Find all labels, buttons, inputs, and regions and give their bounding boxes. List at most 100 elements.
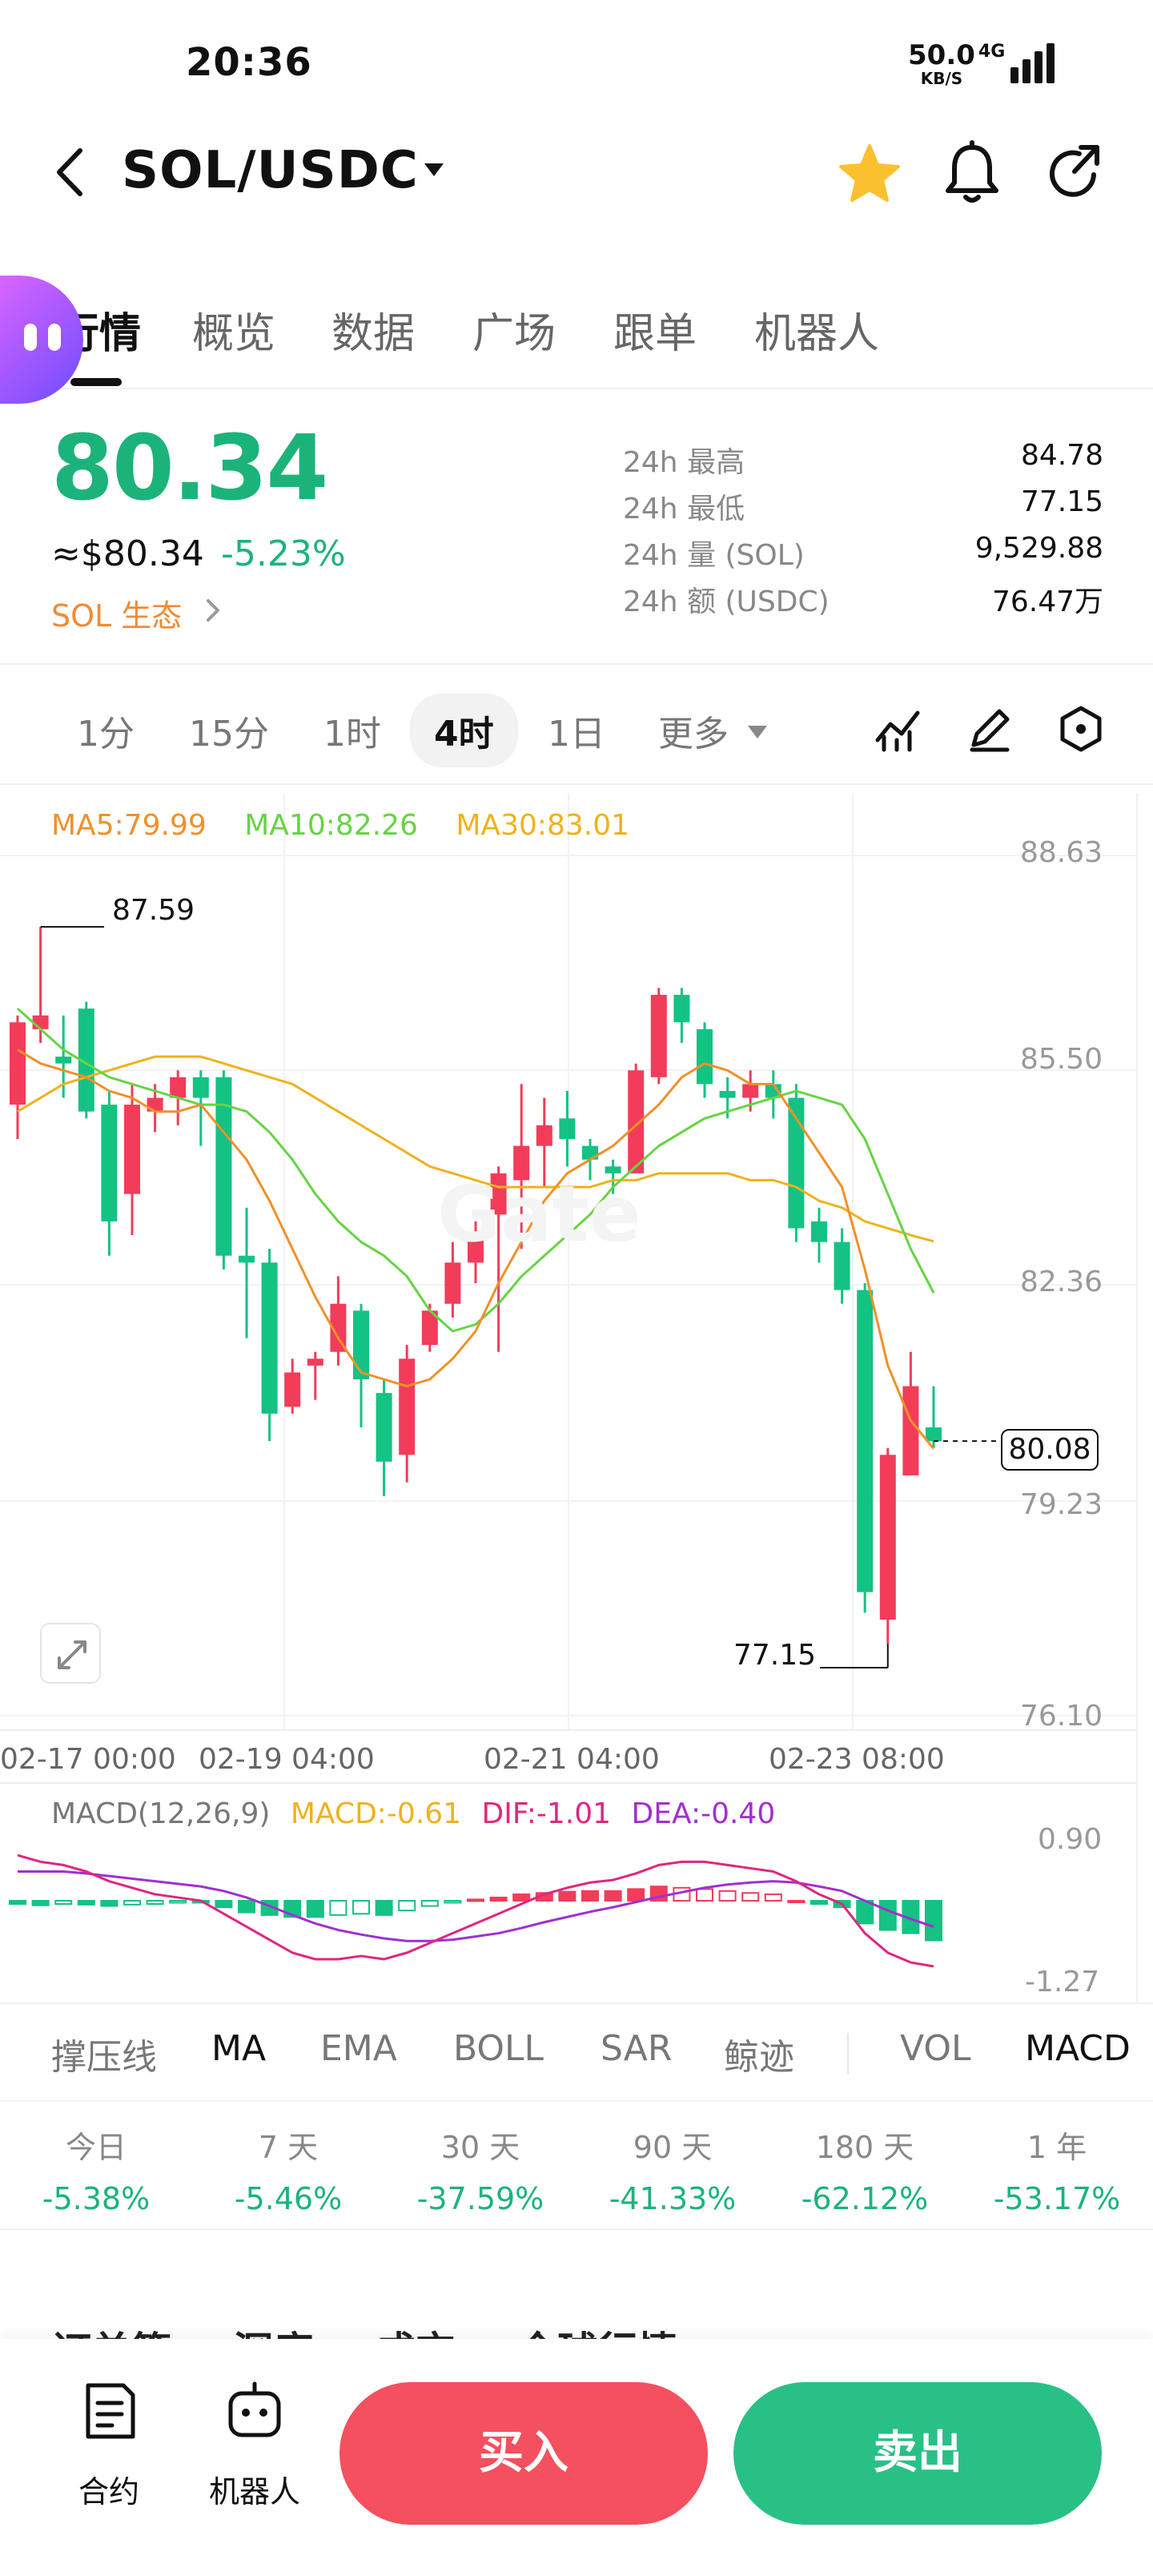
candle-body [353, 1310, 369, 1379]
indicator-vol[interactable]: VOL [900, 2028, 971, 2069]
candle-body [765, 1084, 781, 1098]
stat-value: 76.47万 [991, 586, 1103, 618]
return-7d: 7 天 -5.46% [192, 2123, 384, 2216]
indicator-icon[interactable] [874, 705, 922, 753]
caret-down-icon[interactable] [748, 726, 767, 739]
macd-bar [306, 1899, 324, 1918]
x-axis-label: 02-21 04:00 [484, 1743, 660, 1776]
expand-icon [58, 1640, 86, 1669]
period-returns: 今日 -5.38% 7 天 -5.46% 30 天 -37.59% 90 天 -… [0, 2102, 1153, 2230]
candle-body [101, 1105, 118, 1222]
dea-value: DEA:-0.40 [631, 1797, 776, 1830]
return-value: -62.12% [801, 2181, 929, 2216]
settings-hexagon-icon[interactable] [1057, 705, 1105, 753]
tab-overview[interactable]: 概览 [192, 310, 276, 358]
tab-square[interactable]: 广场 [472, 310, 556, 358]
macd-bar [627, 1888, 645, 1902]
candle-body [307, 1358, 323, 1366]
signal-icon [1010, 43, 1055, 83]
macd-bar [444, 1899, 462, 1904]
timeframe-1h[interactable]: 1时 [323, 714, 381, 755]
sell-button[interactable]: 卖出 [733, 2382, 1102, 2525]
candle-body [742, 1084, 759, 1098]
draw-pen-icon[interactable] [966, 705, 1014, 753]
ma10-legend: MA10:82.26 [244, 809, 418, 842]
candle-body [834, 1242, 850, 1290]
kline-chart[interactable] [0, 793, 1153, 2010]
tab-data[interactable]: 数据 [331, 310, 416, 358]
indicator-sar[interactable]: SAR [601, 2028, 673, 2069]
bell-icon[interactable] [940, 139, 1004, 207]
ma5-legend: MA5:79.99 [51, 809, 207, 842]
caret-down-icon[interactable] [424, 163, 444, 176]
indicator-ema[interactable]: EMA [320, 2028, 397, 2069]
robot-label[interactable]: 机器人 [208, 2474, 300, 2510]
candle-body [650, 995, 667, 1077]
candle-body [124, 1105, 140, 1194]
timeframe-1m[interactable]: 1分 [77, 714, 135, 755]
indicator-support[interactable]: 撑压线 [51, 2037, 157, 2078]
status-time: 20:36 [186, 40, 312, 85]
tab-copytrade[interactable]: 跟单 [613, 310, 697, 358]
buy-button[interactable]: 买入 [339, 2382, 708, 2525]
favorite-star-icon[interactable] [838, 141, 902, 205]
candle-body [32, 1015, 49, 1029]
contract-label[interactable]: 合约 [78, 2474, 139, 2510]
timeframe-more[interactable]: 更多 [658, 714, 729, 755]
stat-value: 84.78 [1020, 439, 1103, 472]
macd-axis-label: 0.90 [1038, 1823, 1103, 1856]
macd-bar [741, 1892, 760, 1902]
macd-bar [420, 1899, 439, 1907]
stat-turnover: 24h 额 (USDC) 76.47万 [623, 578, 1103, 625]
contract-document-icon[interactable] [80, 2381, 141, 2441]
indicator-macd[interactable]: MACD [1025, 2028, 1131, 2069]
y-axis-label: 79.23 [1020, 1488, 1103, 1521]
indicator-boll[interactable]: BOLL [453, 2028, 544, 2069]
candle-body [536, 1125, 552, 1146]
y-axis-label: 82.36 [1020, 1266, 1103, 1298]
return-value: -5.46% [234, 2181, 343, 2216]
indicator-separator [847, 2033, 849, 2075]
pair-title[interactable]: SOL/USDC [122, 141, 419, 200]
macd-bar [100, 1899, 119, 1907]
candle-body [513, 1145, 530, 1181]
timeframe-4h[interactable]: 4时 [410, 694, 518, 767]
macd-bar [489, 1896, 508, 1902]
return-value: -53.17% [993, 2181, 1121, 2216]
ecosystem-link[interactable]: SOL 生态 [51, 598, 183, 634]
candle-body [559, 1118, 576, 1139]
stat-low: 24h 最低 77.15 [623, 485, 1103, 532]
timeframe-15m[interactable]: 15分 [189, 714, 269, 755]
macd-bar [558, 1890, 576, 1902]
timeframe-1d[interactable]: 1日 [548, 714, 605, 755]
macd-bar [146, 1899, 164, 1906]
robot-icon[interactable] [224, 2381, 285, 2441]
dif-value: DIF:-1.01 [481, 1797, 612, 1830]
macd-bar [878, 1899, 897, 1931]
macd-bar [329, 1899, 348, 1916]
candle-body [284, 1372, 301, 1407]
indicator-ma[interactable]: MA [211, 2028, 267, 2069]
share-icon[interactable] [1041, 139, 1108, 207]
tab-bot[interactable]: 机器人 [754, 310, 880, 358]
macd-bar [352, 1899, 370, 1915]
dea-line [18, 1870, 934, 1942]
tab-bar: 行情 概览 数据 广场 跟单 机器人 [0, 288, 1153, 389]
back-arrow-icon[interactable] [48, 144, 96, 200]
fullscreen-button[interactable] [40, 1623, 101, 1684]
chevron-right-icon[interactable] [203, 596, 223, 625]
indicator-bar: 撑压线 MA EMA BOLL SAR 鲸迹 VOL MACD [0, 2002, 1153, 2102]
macd-bar [718, 1890, 737, 1902]
y-axis-label: 76.10 [1020, 1700, 1103, 1733]
macd-bar [925, 1899, 942, 1942]
candle-body [697, 1028, 713, 1085]
return-label: 1 年 [1026, 2130, 1087, 2165]
candle-body [421, 1310, 438, 1346]
stat-high: 24h 最高 84.78 [623, 439, 1103, 485]
indicator-whale[interactable]: 鲸迹 [724, 2037, 794, 2078]
candle-body [811, 1221, 827, 1242]
macd-bar [512, 1893, 531, 1902]
low-price-label: 77.15 [733, 1639, 817, 1672]
return-label: 180 天 [815, 2130, 914, 2165]
macd-bar [398, 1899, 416, 1912]
